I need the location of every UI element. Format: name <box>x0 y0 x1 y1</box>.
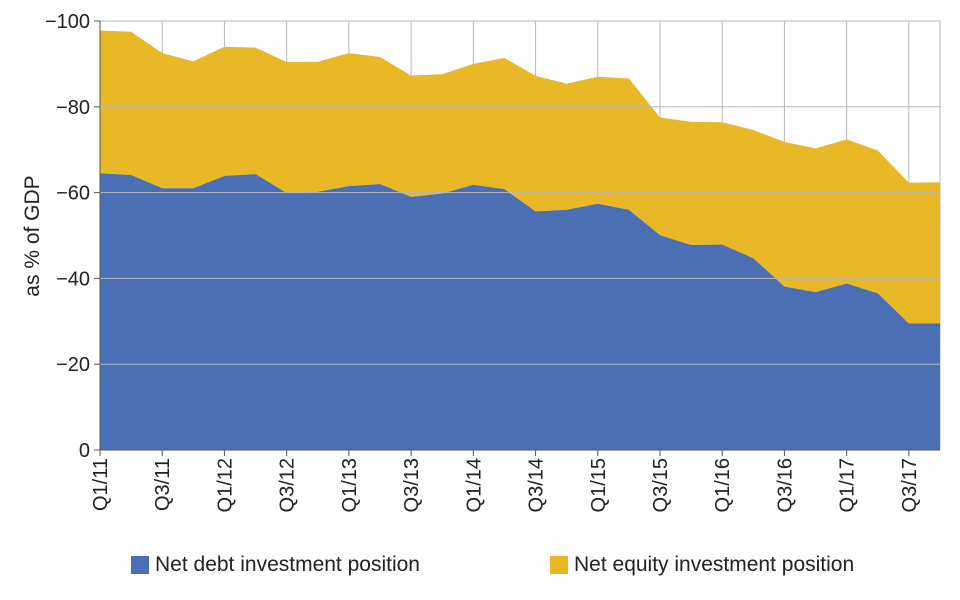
y-tick-label: −20 <box>56 354 90 376</box>
legend-label-debt: Net debt investment position <box>155 553 420 576</box>
stacked-areas <box>100 30 940 451</box>
x-tick-label: Q1/16 <box>712 458 734 512</box>
y-tick-label: −60 <box>56 183 90 205</box>
area-net-debt <box>100 173 940 451</box>
area-net-equity <box>100 30 940 324</box>
x-tick-label: Q1/14 <box>463 458 485 512</box>
x-tick-label: Q3/14 <box>526 458 548 512</box>
y-axis-label: as % of GDP <box>21 175 44 296</box>
x-tick-label: Q1/17 <box>837 458 859 512</box>
legend-swatch-debt <box>131 556 149 574</box>
x-tick-label: Q3/11 <box>152 458 174 511</box>
x-tick-label: Q3/12 <box>277 458 299 512</box>
legend-label-equity: Net equity investment position <box>574 553 855 576</box>
y-tick-label: −80 <box>56 97 90 119</box>
legend-item-equity: Net equity investment position <box>550 553 854 577</box>
x-tick-label: Q1/11 <box>90 458 112 511</box>
area-chart: 0−20−40−60−80−100 Q1/11 Q3/11 Q1/12 Q3/12 Q1… <box>21 11 941 512</box>
x-tick-label: Q3/17 <box>899 458 921 512</box>
legend-item-debt: Net debt investment position <box>131 553 420 577</box>
y-tick-label: −100 <box>45 11 90 33</box>
axes <box>99 21 940 451</box>
x-tick-label: Q3/15 <box>650 458 672 512</box>
horizontal-gridlines <box>100 20 940 365</box>
y-tick-labels: 0 −20 −40 −60 −80 −100 <box>45 11 100 462</box>
x-tick-label: Q3/16 <box>774 458 796 512</box>
x-tick-label: Q1/12 <box>214 458 236 512</box>
legend-swatch-equity <box>550 556 568 574</box>
x-tick-label: Q1/13 <box>339 458 361 512</box>
chart-legend: Net debt investment position Net equity … <box>0 553 960 587</box>
x-tick-labels: Q1/11 Q3/11 Q1/12 Q3/12 Q1/13 Q3/13 Q1/14 Q3/14… <box>90 450 921 512</box>
y-tick-label: 0 <box>79 440 90 462</box>
x-tick-label: Q3/13 <box>401 458 423 512</box>
x-tick-label: Q1/15 <box>588 458 610 512</box>
y-tick-label: −40 <box>56 268 90 290</box>
